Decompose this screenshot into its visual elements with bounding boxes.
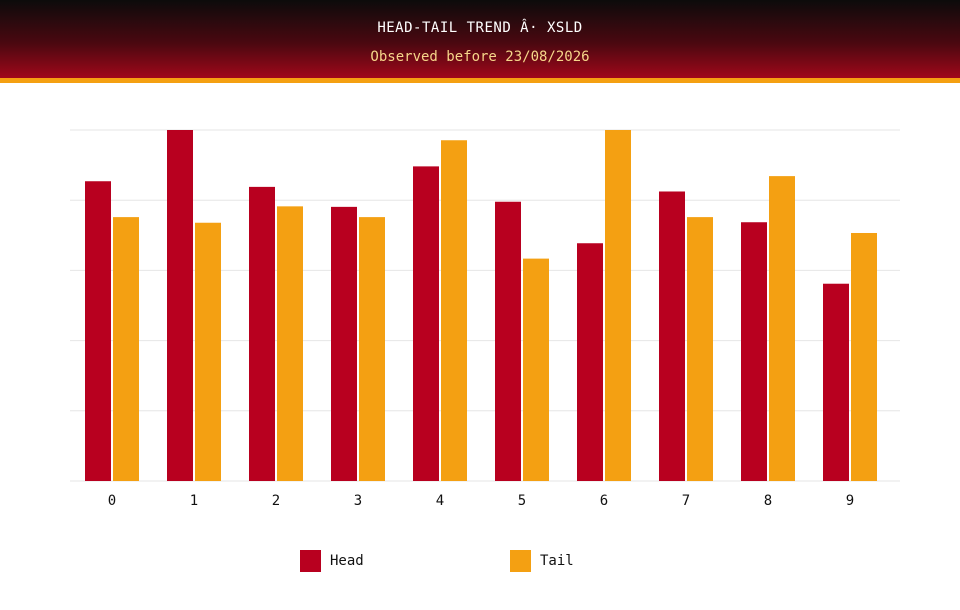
bar-head-5 bbox=[495, 202, 521, 481]
bar-tail-3 bbox=[359, 217, 385, 481]
bar-tail-5 bbox=[523, 259, 549, 481]
bar-tail-1 bbox=[195, 223, 221, 481]
bar-head-8 bbox=[741, 222, 767, 481]
bar-head-0 bbox=[85, 181, 111, 481]
bar-tail-2 bbox=[277, 206, 303, 481]
x-tick-label: 8 bbox=[764, 493, 772, 509]
x-tick-label: 7 bbox=[682, 493, 690, 509]
x-tick-label: 6 bbox=[600, 493, 608, 509]
x-tick-label: 1 bbox=[190, 493, 198, 509]
bar-head-7 bbox=[659, 191, 685, 481]
bar-head-2 bbox=[249, 187, 275, 481]
bar-head-6 bbox=[577, 243, 603, 481]
bar-tail-7 bbox=[687, 217, 713, 481]
legend-label-tail: Tail bbox=[540, 553, 574, 569]
bar-tail-9 bbox=[851, 233, 877, 481]
bar-head-9 bbox=[823, 284, 849, 481]
bar-head-4 bbox=[413, 166, 439, 481]
legend-swatch-tail bbox=[510, 550, 531, 572]
bar-head-1 bbox=[167, 130, 193, 481]
bar-head-3 bbox=[331, 207, 357, 481]
bar-tail-8 bbox=[769, 176, 795, 481]
x-tick-label: 9 bbox=[846, 493, 854, 509]
bar-tail-0 bbox=[113, 217, 139, 481]
x-tick-label: 0 bbox=[108, 493, 116, 509]
x-tick-label: 3 bbox=[354, 493, 362, 509]
legend-swatch-head bbox=[300, 550, 321, 572]
x-tick-label: 2 bbox=[272, 493, 280, 509]
x-tick-label: 4 bbox=[436, 493, 444, 509]
x-tick-label: 5 bbox=[518, 493, 526, 509]
bar-tail-6 bbox=[605, 130, 631, 481]
bar-tail-4 bbox=[441, 140, 467, 481]
legend-label-head: Head bbox=[330, 553, 364, 569]
